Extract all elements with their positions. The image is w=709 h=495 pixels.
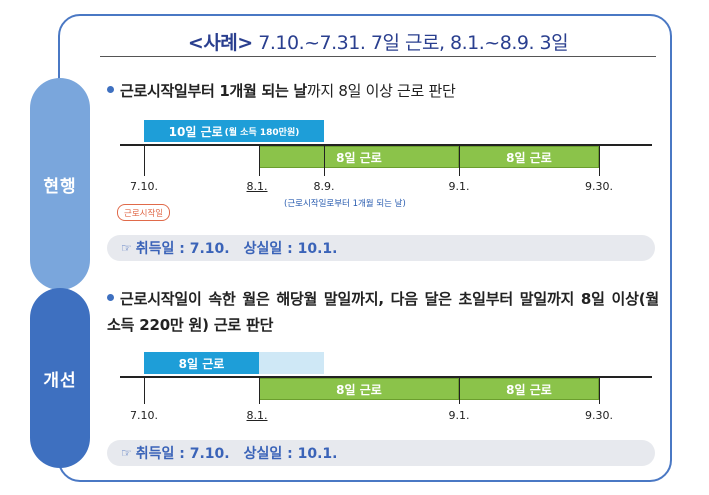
section-label-improved: 개선 — [30, 288, 90, 468]
improved-tick-710 — [144, 377, 145, 404]
current-tick-89 — [324, 145, 325, 176]
current-tick-930 — [599, 145, 600, 176]
current-bar-aug-8days: 8일 근로 — [259, 146, 459, 168]
improved-bar-jul-8days: 8일 근로 — [144, 352, 259, 374]
improved-tick-81 — [259, 377, 260, 404]
improved-tick-label-91: 9.1. — [448, 409, 470, 422]
title-text: 7.10.~7.31. 7일 근로, 8.1.~8.9. 3일 — [252, 32, 569, 54]
current-tick-label-930: 9.30. — [585, 180, 613, 193]
pointing-hand-icon: ☞ — [121, 241, 132, 255]
improved-bullet: 근로시작일이 속한 월은 해당월 말일까지, 다음 달은 초일부터 말일까지 8… — [107, 286, 659, 338]
current-result-box: ☞ 취득일 : 7.10. 상실일 : 10.1. — [107, 235, 655, 261]
current-bar-sep-8days: 8일 근로 — [459, 146, 599, 168]
current-acquire-date: 취득일 : 7.10. — [135, 241, 230, 257]
improved-bar-sep-8days: 8일 근로 — [459, 378, 599, 400]
improved-tick-label-710: 7.10. — [130, 409, 158, 422]
improved-acquire-date: 취득일 : 7.10. — [135, 446, 230, 462]
current-tick-91 — [459, 145, 460, 176]
current-loss-date: 상실일 : 10.1. — [243, 241, 338, 257]
current-timeline-axis — [120, 144, 652, 146]
current-tick-81 — [259, 145, 260, 176]
title-prefix: <사례> — [187, 32, 253, 54]
pointing-hand-icon: ☞ — [121, 446, 132, 460]
current-bar-10days-sub: (월 소득 180만원) — [224, 127, 300, 138]
section-label-current: 현행 — [30, 78, 90, 290]
example-title: <사례> 7.10.~7.31. 7일 근로, 8.1.~8.9. 3일 — [100, 28, 656, 55]
current-tick-label-91: 9.1. — [448, 180, 470, 193]
one-month-note: (근로시작일로부터 1개월 되는 날) — [284, 199, 406, 209]
improved-tick-label-81: 8.1. — [246, 409, 268, 422]
improved-tick-91 — [459, 377, 460, 404]
improved-timeline-axis — [120, 376, 652, 378]
improved-result-box: ☞ 취득일 : 7.10. 상실일 : 10.1. — [107, 440, 655, 466]
current-tick-label-81: 8.1. — [246, 180, 268, 193]
dot-icon — [107, 294, 114, 301]
improved-loss-date: 상실일 : 10.1. — [243, 446, 338, 462]
improved-bar-jul-extension — [259, 352, 324, 374]
title-divider — [100, 56, 656, 57]
current-bar-10days: 10일 근로 (월 소득 180만원) — [144, 120, 324, 142]
current-tick-710 — [144, 145, 145, 176]
current-tick-label-89: 8.9. — [313, 180, 335, 193]
improved-bar-aug-8days: 8일 근로 — [259, 378, 459, 400]
improved-bullet-text: 근로시작일이 속한 월은 해당월 말일까지, 다음 달은 초일부터 말일까지 8… — [107, 290, 659, 334]
current-tick-label-710: 7.10. — [130, 180, 158, 193]
current-bullet-bold: 근로시작일부터 1개월 되는 날 — [120, 82, 307, 100]
improved-tick-930 — [599, 377, 600, 404]
dot-icon — [107, 86, 114, 93]
current-bullet-rest: 까지 8일 이상 근로 판단 — [306, 82, 456, 100]
current-bullet: 근로시작일부터 1개월 되는 날까지 8일 이상 근로 판단 — [107, 80, 456, 101]
current-bar-10days-label: 10일 근로 — [168, 124, 223, 139]
start-date-badge: 근로시작일 — [117, 204, 171, 221]
improved-tick-label-930: 9.30. — [585, 409, 613, 422]
